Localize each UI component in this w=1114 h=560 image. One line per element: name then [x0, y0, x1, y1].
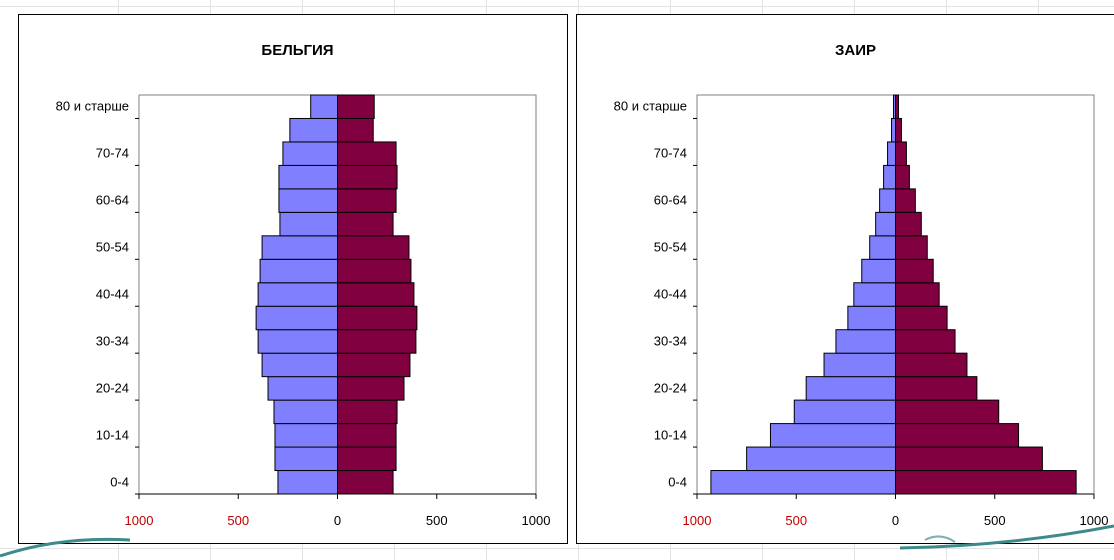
category-label: 40-44	[654, 287, 687, 302]
category-label: 20-24	[96, 380, 129, 395]
sheet-gridline	[0, 6, 1114, 7]
category-label: 0-4	[668, 474, 687, 489]
category-label: 0-4	[110, 474, 129, 489]
x-tick-label: 500	[227, 513, 249, 528]
x-tick-label: 500	[785, 513, 807, 528]
population-pyramid-belgium: БЕЛЬГИЯ 0-4 10-14 20-24 30-34 40-44 50-54 60-64…	[56, 42, 551, 528]
x-tick-label: 1000	[125, 513, 154, 528]
x-tick-label: 0	[334, 513, 341, 528]
population-pyramid-zaire: ЗАИР 0-4 10-14 20-24 30-34 40-44 50-54 60-64 70-…	[614, 42, 1109, 528]
swoosh-stroke-right	[899, 524, 1114, 550]
swoosh-stroke-left	[0, 537, 131, 558]
chart-title: БЕЛЬГИЯ	[261, 42, 333, 59]
category-label: 70-74	[96, 146, 129, 161]
x-tick-label: 1000	[1080, 513, 1109, 528]
category-label: 10-14	[96, 427, 129, 442]
category-label: 30-34	[96, 333, 129, 348]
sheet-gridline	[0, 548, 1114, 549]
category-label: 60-64	[654, 193, 687, 208]
chart-panel-zaire: ЗАИР 0-4 10-14 20-24 30-34 40-44 50-54 60-64 70-…	[576, 14, 1114, 544]
category-label: 30-34	[654, 333, 687, 348]
x-tick-label: 500	[426, 513, 448, 528]
category-label: 80 и старше	[614, 99, 687, 114]
x-tick-label: 500	[984, 513, 1006, 528]
category-label: 60-64	[96, 193, 129, 208]
x-tick-label: 1000	[683, 513, 712, 528]
chart-title: ЗАИР	[835, 42, 876, 59]
category-label: 40-44	[96, 287, 129, 302]
x-tick-label: 0	[892, 513, 899, 528]
category-label: 50-54	[96, 240, 129, 255]
category-label: 70-74	[654, 146, 687, 161]
category-label: 20-24	[654, 380, 687, 395]
x-tick-label: 1000	[522, 513, 551, 528]
category-label: 50-54	[654, 240, 687, 255]
chart-panel-belgium: БЕЛЬГИЯ 0-4 10-14 20-24 30-34 40-44 50-54 60-64…	[18, 14, 568, 544]
category-label: 80 и старше	[56, 99, 129, 114]
swoosh-mark	[924, 535, 956, 543]
category-label: 10-14	[654, 427, 687, 442]
